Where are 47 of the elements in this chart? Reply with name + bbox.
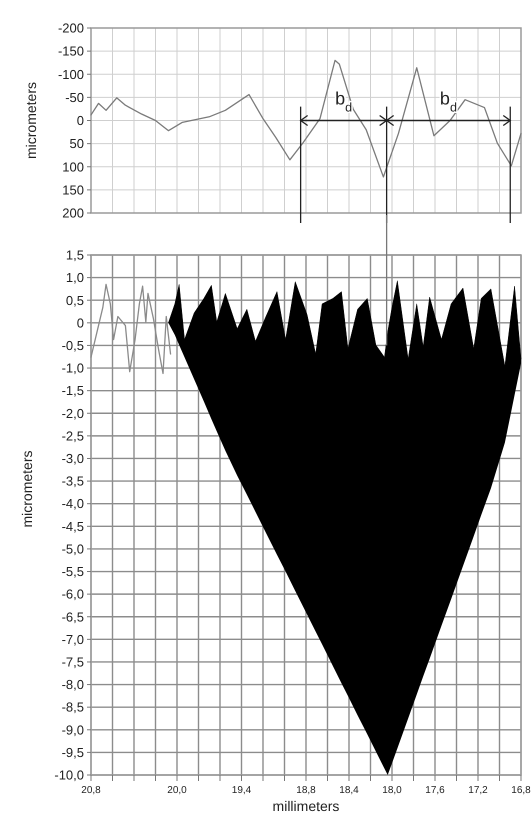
y-tick-label: -8,0 [62, 677, 84, 692]
y-tick-label: 200 [62, 206, 84, 221]
y-tick-label: 0,5 [66, 292, 84, 308]
y-tick-label: -3,0 [62, 451, 84, 466]
y-tick-label: 150 [62, 182, 84, 198]
y-tick-label: -6,0 [62, 586, 84, 602]
y-tick-label: -4,5 [62, 518, 84, 534]
y-tick-label: -100 [58, 66, 84, 82]
y-tick-label: 0 [76, 113, 84, 128]
annotation: b$_{d}$ [440, 88, 457, 114]
y-tick-label: 100 [62, 159, 84, 174]
y-tick-label: -10,0 [54, 768, 84, 783]
x-tick-label: 18,8 [296, 785, 316, 796]
annotation: b$_{d}$ [335, 88, 352, 114]
x-tick-label: 16,8 [511, 785, 531, 796]
y-tick-label: -7,0 [62, 632, 84, 647]
y-tick-label: -3,5 [62, 474, 84, 489]
y-tick-label: -9,0 [62, 722, 84, 738]
x-tick-label: 20,8 [81, 785, 102, 796]
y-tick-label: -4,0 [62, 496, 84, 512]
y-tick-label: 0 [76, 315, 84, 330]
x-tick-label: 18,0 [382, 785, 402, 796]
y-tick-label: 1,0 [66, 270, 84, 286]
y-axis-title: micrometers [23, 82, 39, 160]
y-tick-label: -2,0 [62, 406, 84, 421]
y-tick-label: -7,5 [62, 654, 84, 670]
y-tick-label: -1,5 [62, 383, 84, 398]
x-axis-title: millimeters [272, 798, 340, 814]
y-tick-label: -1,0 [62, 360, 84, 376]
y-tick-label: -8,5 [62, 700, 84, 715]
y-tick-label: -6,5 [62, 609, 84, 624]
x-tick-label: 20,0 [167, 785, 188, 796]
y-tick-label: -9,5 [62, 744, 84, 760]
y-tick-label: 1,5 [66, 248, 84, 263]
y-tick-label: -50 [65, 90, 84, 105]
y-tick-label: -2,5 [62, 428, 84, 444]
x-tick-label: 17,2 [468, 785, 488, 796]
y-tick-label: -150 [58, 44, 84, 59]
y-axis-title: micrometers [19, 450, 35, 528]
x-tick-label: 18,4 [339, 785, 360, 796]
x-tick-label: 17,6 [425, 785, 446, 796]
y-tick-label: -0,5 [62, 338, 84, 353]
y-tick-label: -5,0 [62, 541, 84, 556]
x-tick-label: 19,4 [232, 785, 252, 796]
y-tick-label: 50 [70, 136, 84, 152]
y-tick-label: -200 [58, 20, 84, 36]
y-tick-label: -5,5 [62, 564, 84, 580]
